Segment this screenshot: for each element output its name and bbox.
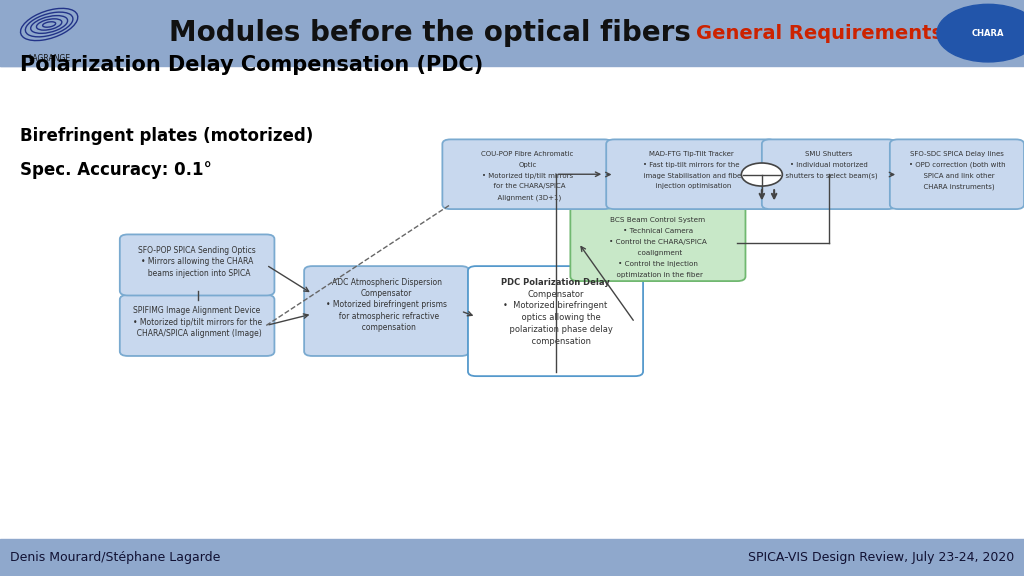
- Text: •  Motorized birefringent: • Motorized birefringent: [504, 301, 607, 310]
- Text: General Requirements: General Requirements: [695, 24, 943, 43]
- Text: BCS Beam Control System: BCS Beam Control System: [610, 217, 706, 223]
- Text: optics allowing the: optics allowing the: [511, 313, 600, 323]
- Text: COU-POP Fibre Achromatic: COU-POP Fibre Achromatic: [481, 151, 573, 157]
- Text: Compensator: Compensator: [527, 290, 584, 298]
- Text: CHARA instruments): CHARA instruments): [920, 183, 994, 190]
- Text: • Control the Injection: • Control the Injection: [617, 262, 698, 267]
- Text: compensation: compensation: [357, 323, 416, 332]
- Text: Alignment (3D+1): Alignment (3D+1): [494, 194, 561, 200]
- Text: SPICA-VIS Design Review, July 23-24, 2020: SPICA-VIS Design Review, July 23-24, 202…: [748, 551, 1014, 564]
- Text: Polarization Delay Compensation (PDC): Polarization Delay Compensation (PDC): [20, 55, 483, 75]
- Text: SPIFIMG Image Alignment Device: SPIFIMG Image Alignment Device: [133, 306, 261, 316]
- Circle shape: [741, 163, 782, 186]
- Circle shape: [937, 5, 1024, 62]
- Text: • Mirrors allowing the CHARA: • Mirrors allowing the CHARA: [141, 257, 253, 266]
- Text: • Control the CHARA/SPICA: • Control the CHARA/SPICA: [609, 239, 707, 245]
- Text: • Fast tip-tilt mirrors for the: • Fast tip-tilt mirrors for the: [643, 162, 739, 168]
- FancyBboxPatch shape: [570, 206, 745, 281]
- Text: Denis Mourard/Stéphane Lagarde: Denis Mourard/Stéphane Lagarde: [10, 551, 220, 564]
- FancyBboxPatch shape: [442, 139, 612, 209]
- Text: CHARA: CHARA: [972, 29, 1005, 37]
- Text: SFO-SDC SPICA Delay lines: SFO-SDC SPICA Delay lines: [910, 151, 1004, 157]
- Bar: [0, 0, 1024, 66]
- Text: SMU Shutters: SMU Shutters: [805, 151, 853, 157]
- Text: for the CHARA/SPICA: for the CHARA/SPICA: [489, 183, 565, 190]
- Text: Birefringent plates (motorized): Birefringent plates (motorized): [20, 127, 313, 145]
- FancyBboxPatch shape: [120, 234, 274, 295]
- Text: compensation: compensation: [520, 338, 591, 346]
- FancyBboxPatch shape: [762, 139, 896, 209]
- Text: • Technical Camera: • Technical Camera: [623, 228, 693, 234]
- Text: Optic: Optic: [518, 162, 537, 168]
- Text: SFO-POP SPICA Sending Optics: SFO-POP SPICA Sending Optics: [138, 246, 256, 255]
- Text: ADC Atmospheric Dispersion: ADC Atmospheric Dispersion: [332, 278, 441, 287]
- FancyBboxPatch shape: [890, 139, 1024, 209]
- Text: image Stabilisation and fiber: image Stabilisation and fiber: [639, 173, 743, 179]
- Text: polarization phase delay: polarization phase delay: [499, 325, 612, 334]
- FancyBboxPatch shape: [606, 139, 776, 209]
- Text: beams injection into SPICA: beams injection into SPICA: [143, 268, 251, 278]
- Text: Compensator: Compensator: [360, 289, 413, 298]
- Text: LAGRANGE: LAGRANGE: [28, 54, 71, 63]
- FancyBboxPatch shape: [468, 266, 643, 376]
- Text: SPICA and link other: SPICA and link other: [920, 173, 994, 179]
- Text: optimization in the fiber: optimization in the fiber: [612, 272, 703, 278]
- Bar: [0, 539, 1024, 576]
- Text: • Motorized tip/tilt mirrors for the: • Motorized tip/tilt mirrors for the: [132, 318, 262, 327]
- Text: for atmospheric refractive: for atmospheric refractive: [334, 312, 439, 321]
- Text: PDC Polarization Delay: PDC Polarization Delay: [501, 278, 610, 287]
- Text: • OPD correction (both with: • OPD correction (both with: [908, 162, 1006, 168]
- Text: MAD-FTG Tip-Tilt Tracker: MAD-FTG Tip-Tilt Tracker: [649, 151, 733, 157]
- FancyBboxPatch shape: [304, 266, 469, 356]
- Text: Spec. Accuracy: 0.1°: Spec. Accuracy: 0.1°: [20, 161, 212, 179]
- FancyBboxPatch shape: [120, 295, 274, 356]
- Text: • Motorized tip/tilt mirrors: • Motorized tip/tilt mirrors: [482, 173, 572, 179]
- Text: shutters to select beam(s): shutters to select beam(s): [780, 173, 878, 179]
- Bar: [0, 0, 97, 66]
- Text: • Individual motorized: • Individual motorized: [791, 162, 867, 168]
- Text: CHARA/SPICA alignment (Image): CHARA/SPICA alignment (Image): [132, 329, 262, 338]
- Text: coalignment: coalignment: [633, 250, 683, 256]
- Text: Modules before the optical fibers: Modules before the optical fibers: [169, 19, 691, 47]
- Text: • Motorized birefringent prisms: • Motorized birefringent prisms: [326, 300, 447, 309]
- Text: injection optimisation: injection optimisation: [651, 183, 731, 190]
